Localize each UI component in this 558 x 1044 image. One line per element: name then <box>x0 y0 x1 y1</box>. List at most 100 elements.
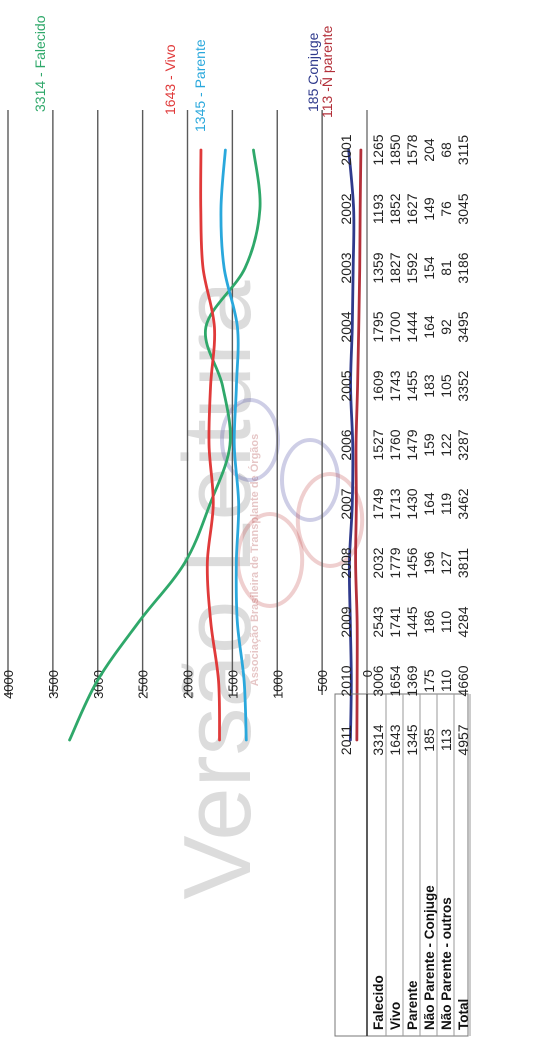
table-cell: 1456 <box>404 547 420 578</box>
table-cell: 1455 <box>404 370 420 401</box>
table-cell: 92 <box>438 319 454 335</box>
y-tick-label: 500 <box>315 670 330 692</box>
table-cell: 81 <box>438 260 454 276</box>
table-cell: 110 <box>438 670 454 693</box>
y-tick-label: 3500 <box>46 670 61 699</box>
watermark-ring <box>235 512 305 608</box>
table-cell: 4284 <box>455 606 471 637</box>
table-cell: 3186 <box>455 252 471 283</box>
table-header-year: 2010 <box>338 665 354 696</box>
table-cell: 76 <box>438 201 454 217</box>
y-tick-label: 2500 <box>136 670 151 699</box>
table-cell: 1430 <box>404 488 420 519</box>
table-cell: 119 <box>438 493 454 516</box>
table-header-year: 2008 <box>338 547 354 578</box>
table-cell: 122 <box>438 433 454 457</box>
table-cell: 1643 <box>387 724 403 755</box>
table-cell: 1852 <box>387 193 403 224</box>
table-cell: 1444 <box>404 311 420 342</box>
table-cell: 164 <box>421 492 437 516</box>
table-header-year: 2009 <box>338 606 354 637</box>
series-end-label-outros: 113 -Ñ parente <box>319 25 335 118</box>
table-cell: 3115 <box>455 135 471 165</box>
table-row-label: Total <box>456 999 471 1030</box>
table-cell: 1779 <box>387 547 403 578</box>
table-cell: 4660 <box>455 665 471 696</box>
table-cell: 3811 <box>455 548 471 578</box>
table-cell: 110 <box>438 611 454 634</box>
y-tick-label: 4000 <box>1 670 16 699</box>
y-tick-label: 2000 <box>181 670 196 699</box>
table-cell: 1193 <box>370 194 386 224</box>
table-cell: 1369 <box>404 665 420 696</box>
watermark-subtext: Associação Brasileira de Transplante de … <box>248 434 261 687</box>
table-header-year: 2001 <box>338 134 354 165</box>
table-cell: 3045 <box>455 193 471 224</box>
table-cell: 127 <box>438 551 454 575</box>
table-cell: 1743 <box>387 370 403 401</box>
table-cell: 105 <box>438 374 454 398</box>
table-cell: 1609 <box>370 370 386 401</box>
table-cell: 154 <box>421 256 437 280</box>
table-row-label: Não Parente - outros <box>439 897 454 1030</box>
table-cell: 2543 <box>370 606 386 637</box>
table-cell: 4957 <box>455 724 471 755</box>
series-end-label-parente: 1345 - Parente <box>192 39 208 132</box>
table-cell: 68 <box>438 142 454 158</box>
table-cell: 3006 <box>370 665 386 696</box>
table-cell: 1654 <box>387 665 403 696</box>
table-cell: 164 <box>421 315 437 339</box>
table-cell: 1760 <box>387 429 403 460</box>
table-header-year: 2002 <box>338 193 354 224</box>
table-cell: 204 <box>421 138 437 162</box>
table-cell: 186 <box>421 610 437 634</box>
table-cell: 196 <box>421 551 437 575</box>
table-cell: 1592 <box>404 252 420 283</box>
watermark-ring <box>280 438 340 522</box>
series-end-label-conjuge: 185 Conjuge <box>305 32 321 112</box>
table-cell: 1850 <box>387 134 403 165</box>
table-cell: 149 <box>421 197 437 221</box>
table-cell: 1445 <box>404 606 420 637</box>
table-header-year: 2011 <box>338 725 354 755</box>
table-header-year: 2006 <box>338 429 354 460</box>
table-cell: 183 <box>421 374 437 398</box>
table-cell: 3352 <box>455 370 471 401</box>
watermark-ring <box>295 472 365 568</box>
table-frame <box>334 693 469 1037</box>
table-cell: 185 <box>421 728 437 752</box>
table-header-year: 2003 <box>338 252 354 283</box>
table-cell: 1827 <box>387 252 403 283</box>
table-cell: 1359 <box>370 252 386 283</box>
series-end-label-falecido: 3314 - Falecido <box>32 15 48 112</box>
table-row-label: Parente <box>405 980 420 1030</box>
table-cell: 175 <box>421 669 437 693</box>
y-tick-label: 1500 <box>225 670 240 699</box>
table-cell: 1627 <box>404 193 420 224</box>
table-row-label: Vivo <box>388 1002 403 1030</box>
table-cell: 1795 <box>370 311 386 342</box>
y-tick-label: 1000 <box>270 670 285 699</box>
table-cell: 1265 <box>370 134 386 165</box>
table-cell: 1700 <box>387 311 403 342</box>
series-line-outros <box>354 148 363 742</box>
table-cell: 1345 <box>404 724 420 755</box>
table-cell: 1713 <box>387 488 403 519</box>
table-cell: 3314 <box>370 724 386 755</box>
y-tick-label: 0 <box>360 670 375 677</box>
watermark-text: Versão Leitura <box>164 280 271 900</box>
table-header-year: 2005 <box>338 370 354 401</box>
table-row-label: Não Parente - Conjuge <box>422 885 437 1030</box>
table-header-year: 2004 <box>338 311 354 342</box>
table-row-label: Falecido <box>371 975 386 1030</box>
table-cell: 113 <box>438 729 454 752</box>
y-tick-label: 3000 <box>91 670 106 699</box>
table-cell: 1749 <box>370 488 386 519</box>
table-header-year: 2007 <box>338 488 354 519</box>
watermark-ring <box>220 398 280 482</box>
table-cell: 3287 <box>455 429 471 460</box>
table-cell: 1741 <box>387 606 403 637</box>
table-cell: 1578 <box>404 134 420 165</box>
table-cell: 159 <box>421 433 437 457</box>
